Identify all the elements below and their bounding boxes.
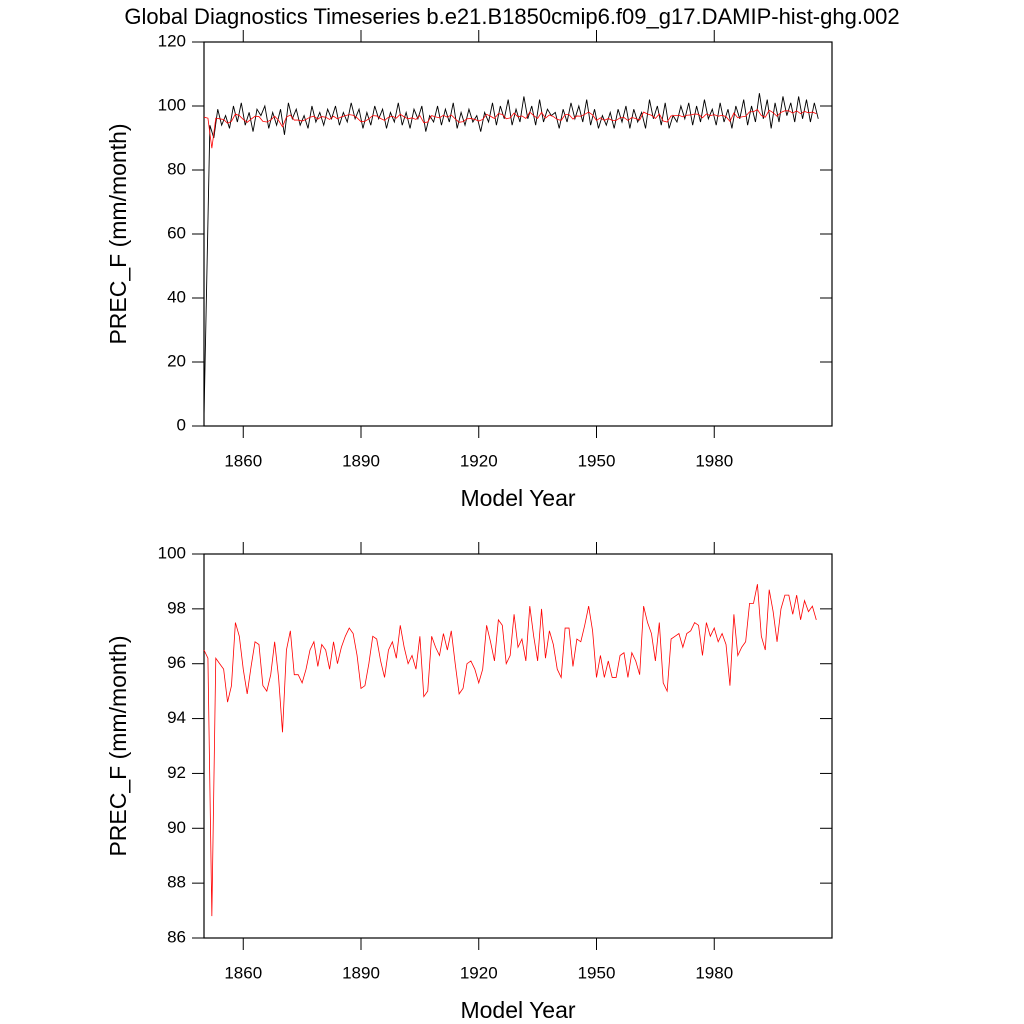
x-axis-label: Model Year	[460, 485, 575, 511]
y-tick-label: 120	[158, 31, 186, 50]
y-tick-label: 90	[167, 818, 186, 837]
y-tick-label: 86	[167, 927, 186, 946]
y-tick-label: 100	[158, 95, 186, 114]
x-tick-label: 1920	[460, 451, 498, 470]
y-tick-label: 100	[158, 543, 186, 562]
data-line	[203, 584, 817, 917]
y-tick-label: 98	[167, 598, 186, 617]
data-line	[203, 108, 817, 149]
y-tick-label: 40	[167, 287, 186, 306]
y-axis-label: PREC_F (mm/month)	[105, 123, 131, 344]
y-tick-label: 92	[167, 763, 186, 782]
data-line	[203, 93, 819, 417]
x-tick-label: 1980	[695, 451, 733, 470]
x-tick-label: 1860	[224, 451, 262, 470]
y-tick-label: 0	[177, 415, 186, 434]
x-tick-label: 1890	[342, 963, 380, 982]
x-tick-label: 1980	[695, 963, 733, 982]
y-tick-label: 96	[167, 653, 186, 672]
y-tick-label: 80	[167, 159, 186, 178]
y-tick-label: 20	[167, 351, 186, 370]
y-tick-label: 60	[167, 223, 186, 242]
x-tick-label: 1890	[342, 451, 380, 470]
plot-frame	[203, 41, 833, 427]
y-tick-label: 88	[167, 873, 186, 892]
y-tick-label: 94	[167, 708, 186, 727]
plot-frame	[203, 553, 833, 939]
chart-title: Global Diagnostics Timeseries b.e21.B185…	[124, 4, 899, 29]
x-tick-label: 1950	[578, 963, 616, 982]
x-axis-label: Model Year	[460, 997, 575, 1023]
x-tick-label: 1860	[224, 963, 262, 982]
x-tick-label: 1920	[460, 963, 498, 982]
y-axis-label: PREC_F (mm/month)	[105, 635, 131, 856]
x-tick-label: 1950	[578, 451, 616, 470]
